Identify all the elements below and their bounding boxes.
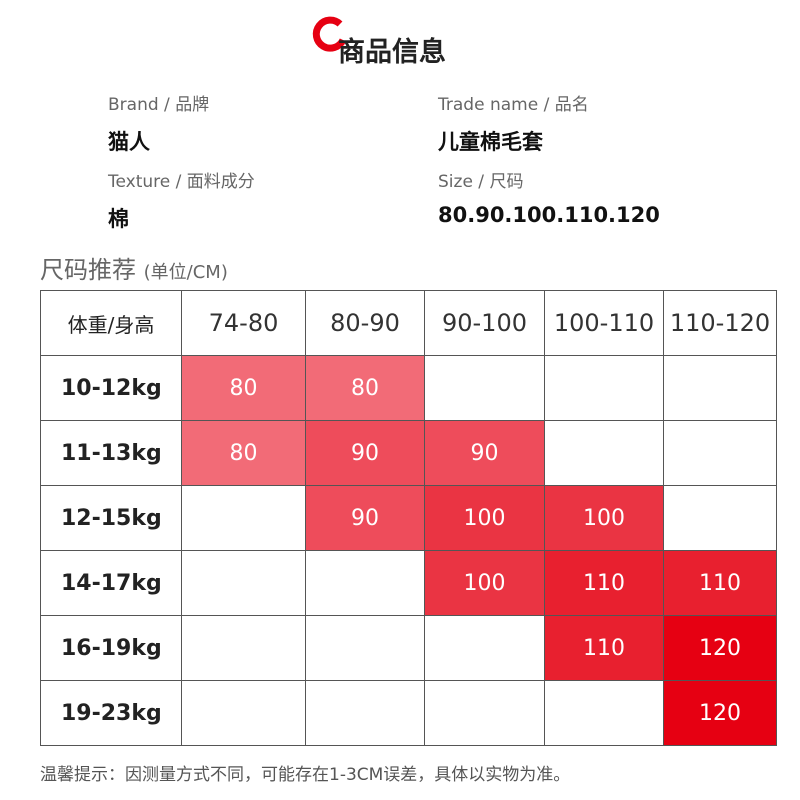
- label-sep: /: [472, 172, 490, 192]
- size-cell: 120: [663, 680, 777, 746]
- header-cell: 80-90: [305, 290, 425, 356]
- size-cell: [305, 550, 425, 616]
- size-cell: [424, 680, 545, 746]
- size-cell: [424, 615, 545, 681]
- weight-cell: 14-17kg: [40, 550, 182, 616]
- label-en: Size: [438, 172, 473, 192]
- size-cell: 80: [181, 355, 306, 421]
- info-label: Trade name / 品名: [438, 90, 589, 115]
- section-unit: (单位/CM): [143, 262, 228, 283]
- weight-cell: 10-12kg: [40, 355, 182, 421]
- weight-cell: 19-23kg: [40, 680, 182, 746]
- info-label: Texture / 面料成分: [108, 167, 255, 192]
- weight-cell: 11-13kg: [40, 420, 182, 486]
- size-cell: 100: [424, 485, 545, 551]
- size-cell: [663, 420, 777, 486]
- size-cell: [663, 355, 777, 421]
- info-label: Size / 尺码: [438, 167, 523, 192]
- size-cell: 120: [663, 615, 777, 681]
- label-en: Texture: [108, 172, 171, 192]
- size-cell: [544, 355, 664, 421]
- header-cell: 110-120: [663, 290, 777, 356]
- size-cell: 90: [305, 485, 425, 551]
- size-cell: 90: [305, 420, 425, 486]
- info-label: Brand / 品牌: [108, 90, 209, 115]
- label-cn: 品牌: [175, 95, 210, 115]
- label-cn: 尺码: [489, 172, 524, 192]
- row: 16-19kg 110 120: [40, 615, 777, 681]
- info-value: 儿童棉毛套: [438, 130, 543, 154]
- header-cell: 90-100: [424, 290, 545, 356]
- row: 10-12kg 80 80: [40, 355, 777, 421]
- size-cell: [544, 680, 664, 746]
- info-value: 80.90.100.110.120: [438, 203, 660, 227]
- row: 19-23kg 120: [40, 680, 777, 746]
- label-sep: /: [170, 172, 187, 192]
- header-cell: 100-110: [544, 290, 664, 356]
- label-en: Brand: [108, 95, 159, 115]
- size-cell: 90: [424, 420, 545, 486]
- info-value: 猫人: [108, 130, 150, 154]
- size-cell: [181, 615, 306, 681]
- header-cell: 74-80: [181, 290, 306, 356]
- info-value: 棉: [108, 207, 129, 231]
- size-cell: [181, 680, 306, 746]
- size-cell: 80: [181, 420, 306, 486]
- header-row: 体重/身高 74-80 80-90 90-100 100-110 110-120: [40, 290, 777, 356]
- label-sep: /: [158, 95, 176, 115]
- weight-cell: 12-15kg: [40, 485, 182, 551]
- label-en: Trade name: [438, 95, 539, 115]
- title-icon: [312, 16, 347, 52]
- size-cell: 80: [305, 355, 425, 421]
- size-cell: [305, 615, 425, 681]
- label-cn: 面料成分: [186, 172, 255, 192]
- size-cell: [305, 680, 425, 746]
- size-cell: [544, 420, 664, 486]
- label-sep: /: [538, 95, 555, 115]
- size-cell: [663, 485, 777, 551]
- size-cell: 110: [544, 550, 664, 616]
- row: 11-13kg 80 90 90: [40, 420, 777, 486]
- size-table: 体重/身高 74-80 80-90 90-100 100-110 110-120 10-12…: [40, 290, 777, 746]
- weight-cell: 16-19kg: [40, 615, 182, 681]
- size-cell: 110: [663, 550, 777, 616]
- row: 14-17kg 100 110 110: [40, 550, 777, 616]
- size-cell: [181, 485, 306, 551]
- row: 12-15kg 90 100 100: [40, 485, 777, 551]
- size-cell: [424, 355, 545, 421]
- section-title: 尺码推荐 (单位/CM): [40, 250, 228, 285]
- section-title-text: 尺码推荐: [40, 256, 136, 284]
- size-cell: [181, 550, 306, 616]
- header-cell: 体重/身高: [40, 290, 182, 356]
- size-cell: 110: [544, 615, 664, 681]
- size-cell: 100: [544, 485, 664, 551]
- size-cell: 100: [424, 550, 545, 616]
- label-cn: 品名: [554, 95, 589, 115]
- note: 温馨提示：因测量方式不同，可能存在1-3CM误差，具体以实物为准。: [40, 765, 571, 785]
- page-title: 商品信息: [338, 37, 446, 68]
